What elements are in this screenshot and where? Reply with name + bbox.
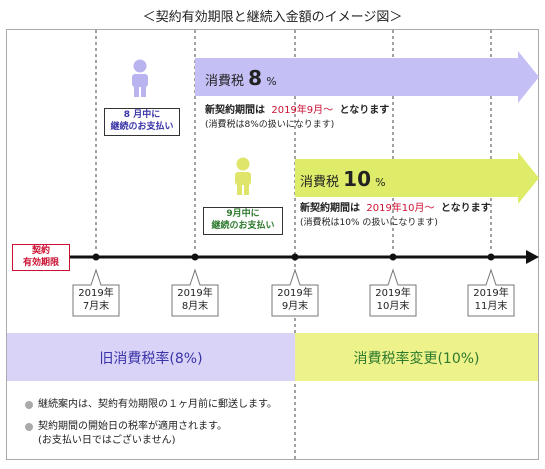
tax-10-note: (消費税は10% の扱いになります) [300,218,438,228]
contract-expiry-label: 契約 有効期限 [12,244,70,271]
tax-8-arrow [195,51,539,103]
person-aug-icon [132,59,148,97]
note-3: (お支払い日ではございません) [38,435,176,446]
timeline-ticks [92,253,495,261]
tax-8-period-line: 新契約期間は 2019年9月～ となります [205,105,390,116]
tax-8-note: (消費税は8%の扱いになります) [205,120,335,130]
tick-label-aug: 2019年 8月末 [177,288,213,312]
tax-10-arrow [295,152,539,204]
tick-label-nov: 2019年 11月末 [473,288,509,312]
note-2: 契約期間の開始日の税率が適用されます。 [38,421,227,432]
diagram-frame [6,29,539,460]
tick-label-sep: 2019年 9月末 [277,288,313,312]
tick-label-oct: 2019年 10月末 [375,288,411,312]
note-bullet-1 [25,401,33,409]
person-aug-callout: 8 月中に 継続のお支払い [104,108,180,136]
tax-10-rate: 10 [343,167,371,191]
tax-10-period-line: 新契約期間は 2019年10月～ となります [300,203,491,214]
band-new-rate [295,333,538,381]
band-old-rate-label: 旧消費税率(8%) [99,351,203,367]
tax-10-label: 消費税 10 % [300,167,386,191]
diagram-title: ＜契約有効期限と継続入金額のイメージ図＞ [142,10,403,25]
note-1: 継続案内は、契約有効期限の１ヶ月前に郵送します。 [38,399,277,410]
person-sep-icon [235,157,251,195]
band-old-rate [7,333,295,381]
tax-8-rate: 8 [248,66,263,90]
note-bullet-2 [25,423,33,431]
tick-label-jul: 2019年 7月末 [78,288,114,312]
tick-callouts [72,268,515,317]
tax-8-label: 消費税 8 % [205,66,277,90]
person-sep-callout: 9月中に 継続のお支払い [203,207,283,235]
band-new-rate-label: 消費税率変更(10%) [353,351,480,367]
timeline-arrowhead [526,250,539,264]
